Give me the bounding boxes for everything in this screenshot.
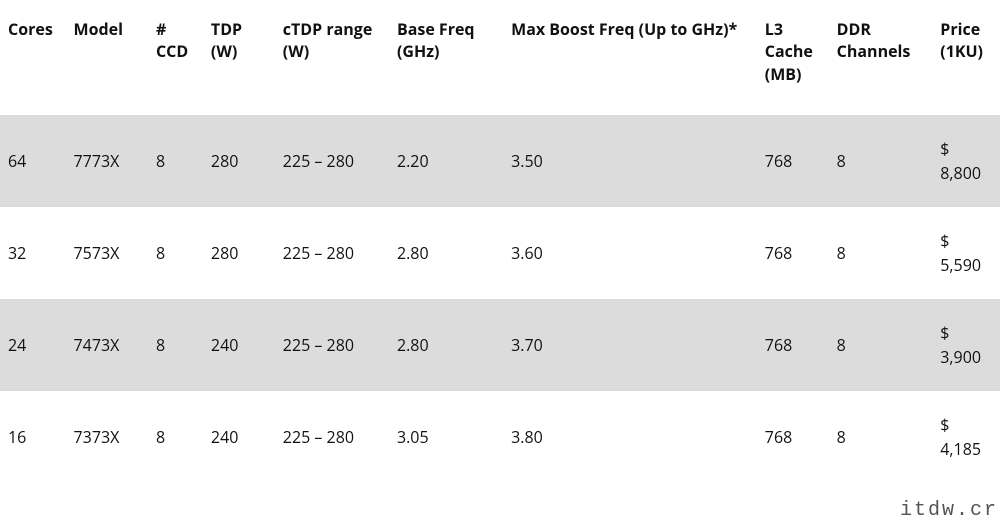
- cell-ctdp: 225 – 280: [275, 391, 389, 483]
- cell-ccd: 8: [148, 299, 203, 391]
- cell-ccd: 8: [148, 115, 203, 207]
- col-header-cores: Cores: [0, 0, 66, 115]
- col-header-ddr: DDR Channels: [829, 0, 933, 115]
- col-header-tdp: TDP (W): [203, 0, 275, 115]
- cell-base: 2.20: [389, 115, 503, 207]
- col-header-base: Base Freq (GHz): [389, 0, 503, 115]
- cell-price: $ 5,590: [932, 207, 1000, 299]
- cell-boost: 3.50: [503, 115, 757, 207]
- cell-ddr: 8: [829, 115, 933, 207]
- cell-price: $ 4,185: [932, 391, 1000, 483]
- cell-l3: 768: [757, 115, 829, 207]
- cell-ctdp: 225 – 280: [275, 207, 389, 299]
- cell-cores: 32: [0, 207, 66, 299]
- cell-tdp: 240: [203, 391, 275, 483]
- cell-base: 2.80: [389, 299, 503, 391]
- cell-ddr: 8: [829, 207, 933, 299]
- cell-l3: 768: [757, 299, 829, 391]
- cell-model: 7373X: [66, 391, 148, 483]
- col-header-price: Price (1KU): [932, 0, 1000, 115]
- cell-ctdp: 225 – 280: [275, 115, 389, 207]
- col-header-model: Model: [66, 0, 148, 115]
- cell-model: 7573X: [66, 207, 148, 299]
- cell-price: $ 3,900: [932, 299, 1000, 391]
- cell-model: 7773X: [66, 115, 148, 207]
- cell-ddr: 8: [829, 391, 933, 483]
- table-row: 647773X8280225 – 2802.203.507688$ 8,800: [0, 115, 1000, 207]
- col-header-l3: L3 Cache (MB): [757, 0, 829, 115]
- cell-cores: 24: [0, 299, 66, 391]
- cell-cores: 64: [0, 115, 66, 207]
- cell-ccd: 8: [148, 391, 203, 483]
- col-header-ccd: # CCD: [148, 0, 203, 115]
- cell-ctdp: 225 – 280: [275, 299, 389, 391]
- cell-tdp: 280: [203, 115, 275, 207]
- cell-base: 2.80: [389, 207, 503, 299]
- cell-boost: 3.80: [503, 391, 757, 483]
- table-row: 167373X8240225 – 2803.053.807688$ 4,185: [0, 391, 1000, 483]
- cell-l3: 768: [757, 207, 829, 299]
- cell-tdp: 240: [203, 299, 275, 391]
- table-row: 327573X8280225 – 2802.803.607688$ 5,590: [0, 207, 1000, 299]
- spec-table: CoresModel# CCDTDP (W)cTDP range (W)Base…: [0, 0, 1000, 483]
- cell-base: 3.05: [389, 391, 503, 483]
- cell-tdp: 280: [203, 207, 275, 299]
- watermark-text: itdw.cr: [900, 499, 998, 522]
- col-header-boost: Max Boost Freq (Up to GHz)*: [503, 0, 757, 115]
- table-row: 247473X8240225 – 2802.803.707688$ 3,900: [0, 299, 1000, 391]
- cell-ccd: 8: [148, 207, 203, 299]
- cell-boost: 3.60: [503, 207, 757, 299]
- cell-boost: 3.70: [503, 299, 757, 391]
- cell-l3: 768: [757, 391, 829, 483]
- cell-price: $ 8,800: [932, 115, 1000, 207]
- cell-ddr: 8: [829, 299, 933, 391]
- table-header-row: CoresModel# CCDTDP (W)cTDP range (W)Base…: [0, 0, 1000, 115]
- cell-model: 7473X: [66, 299, 148, 391]
- col-header-ctdp: cTDP range (W): [275, 0, 389, 115]
- cell-cores: 16: [0, 391, 66, 483]
